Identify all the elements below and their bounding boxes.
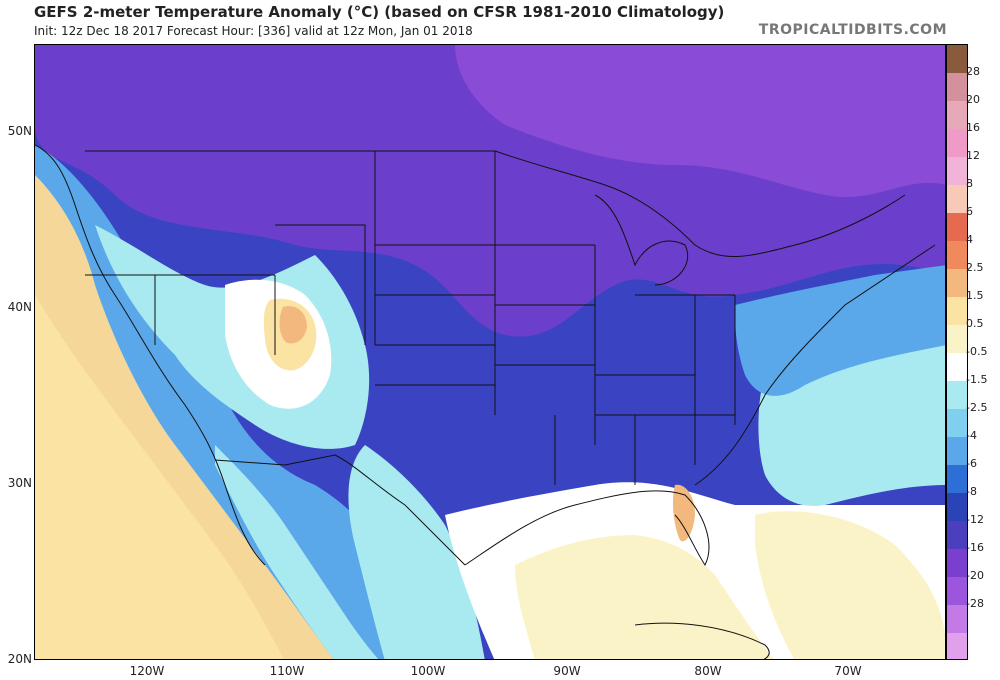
lon-label-100w: 100W: [410, 664, 446, 678]
lon-label-80w: 80W: [694, 664, 722, 678]
colorbar-swatch: [947, 493, 967, 522]
colorbar-label: -16: [966, 541, 984, 554]
region-mexico-interior: [348, 445, 485, 659]
lat-label-30n: 30N: [7, 476, 32, 490]
colorbar-swatch: [947, 157, 967, 186]
colorbar-label: -28: [966, 597, 984, 610]
colorbar-swatch: [947, 409, 967, 438]
source-credit: TROPICALTIDBITS.COM: [758, 22, 947, 38]
colorbar-label: 6: [966, 205, 973, 218]
colorbar-label: -8: [966, 485, 977, 498]
lon-label-110w: 110W: [269, 664, 305, 678]
cuba-outline: [634, 622, 770, 659]
colorbar-swatch: [947, 185, 967, 214]
region-warm-pacific-outer: [35, 295, 284, 659]
colorbar-label: 20: [966, 93, 980, 106]
map-subtitle: Init: 12z Dec 18 2017 Forecast Hour: [33…: [34, 24, 473, 38]
colorbar-label: -0.5: [966, 345, 988, 358]
colorbar-label: -4: [966, 429, 977, 442]
map-title: GEFS 2-meter Temperature Anomaly (°C) (b…: [34, 3, 725, 21]
colorbar-label: 2.5: [966, 261, 984, 274]
colorbar-label: 12: [966, 149, 980, 162]
colorbar: [946, 44, 968, 660]
colorbar-swatch: [947, 213, 967, 242]
colorbar-swatch: [947, 269, 967, 298]
colorbar-label: -1.5: [966, 373, 988, 386]
region-baja-coast: [215, 445, 379, 659]
colorbar-label: 8: [966, 177, 973, 190]
colorbar-label: -12: [966, 513, 984, 526]
region-florida-warm: [672, 484, 695, 542]
colorbar-swatch: [947, 465, 967, 494]
great-lakes: [594, 194, 689, 286]
region-extreme-cold: [455, 45, 945, 198]
lon-label-120w: 120W: [129, 664, 165, 678]
colorbar-label: 0.5: [966, 317, 984, 330]
coastline-west: [35, 144, 266, 566]
colorbar-swatch: [947, 297, 967, 326]
colorbar-swatch: [947, 325, 967, 354]
colorbar-swatch: [947, 45, 967, 74]
colorbar-label: 28: [966, 65, 980, 78]
colorbar-label: -2.5: [966, 401, 988, 414]
region-warmer-utah: [279, 306, 307, 344]
map-canvas: [35, 45, 945, 659]
colorbar-swatch: [947, 633, 967, 659]
colorbar-swatch: [947, 549, 967, 578]
colorbar-swatch: [947, 605, 967, 634]
lon-label-70w: 70W: [834, 664, 862, 678]
lat-label-50n: 50N: [7, 124, 32, 138]
colorbar-swatch: [947, 101, 967, 130]
colorbar-swatch: [947, 129, 967, 158]
colorbar-swatch: [947, 381, 967, 410]
colorbar-label: 16: [966, 121, 980, 134]
border-us-mexico: [214, 454, 466, 566]
anomaly-map: [34, 44, 946, 660]
colorbar-swatch: [947, 437, 967, 466]
state-borders: [85, 151, 736, 485]
coastline-gulf: [464, 490, 710, 566]
region-atlantic-mild: [735, 265, 945, 396]
region-gulf-warm: [515, 535, 774, 659]
region-caribbean-warm: [755, 511, 945, 659]
colorbar-label: -6: [966, 457, 977, 470]
lat-label-20n: 20N: [7, 652, 32, 666]
border-us-canada-east: [494, 150, 906, 257]
colorbar-swatch: [947, 73, 967, 102]
lon-label-90w: 90W: [553, 664, 581, 678]
lat-label-40n: 40N: [7, 300, 32, 314]
colorbar-swatch: [947, 241, 967, 270]
colorbar-swatch: [947, 577, 967, 606]
colorbar-label: -20: [966, 569, 984, 582]
colorbar-swatch: [947, 521, 967, 550]
political-borders: [35, 144, 936, 659]
colorbar-swatch: [947, 353, 967, 382]
colorbar-label: 4: [966, 233, 973, 246]
coastline-east: [694, 244, 936, 486]
colorbar-label: 1.5: [966, 289, 984, 302]
